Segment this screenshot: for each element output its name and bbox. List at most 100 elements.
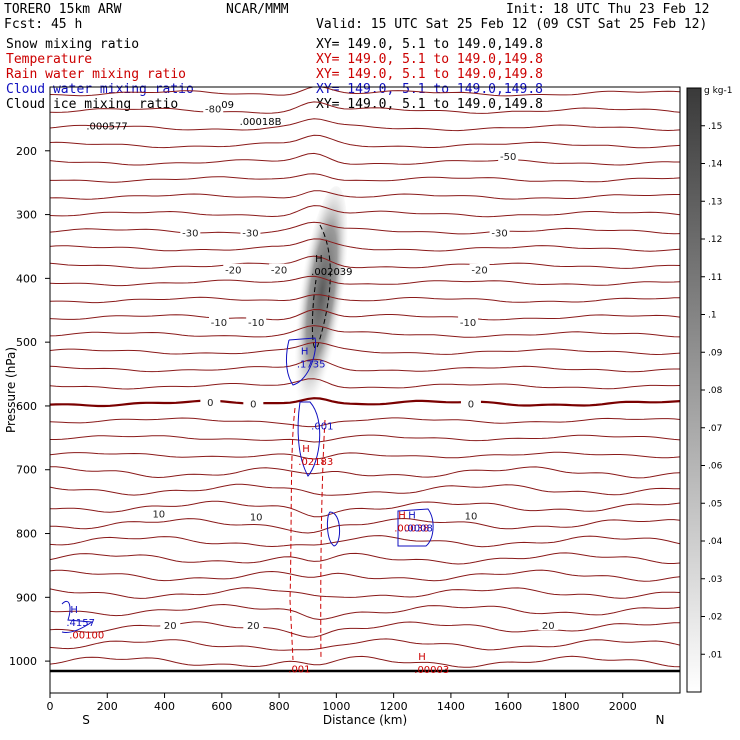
init-time: Init: 18 UTC Thu 23 Feb 12: [506, 2, 710, 17]
temperature-contours: [50, 87, 680, 668]
temperature-contour-labels: -80 -50 -30 -30 -30 -20 -20 -20 -10 -10 -10 0 0 0 10 10…: [148, 102, 559, 632]
isotherm-line: [50, 308, 680, 321]
x-tick-label: 1200: [380, 700, 408, 713]
temperature-contour-label: -20: [225, 266, 241, 277]
contour-label-bg: [223, 263, 244, 275]
colorbar-tick-label: .15: [708, 122, 722, 132]
temperature-contour-label: 0: [207, 398, 213, 409]
temperature-contour-label: -50: [500, 152, 516, 163]
field-xy-cloud-water: XY= 149.0, 5.1 to 149.0,149.8: [316, 82, 543, 97]
isotherm-line: [50, 397, 680, 408]
y-tick-label: 200: [16, 145, 37, 158]
max-marker-h: H: [302, 444, 310, 455]
field-xy-snow: XY= 149.0, 5.1 to 149.0,149.8: [316, 37, 543, 52]
x-tick-label: 1400: [437, 700, 465, 713]
max-value-label: .02183: [298, 457, 333, 468]
x-tick-label: 0: [47, 700, 54, 713]
colorbar-tick-label: .01: [708, 650, 722, 660]
y-tick-label: 400: [16, 272, 37, 285]
field-name-cloud-ice: Cloud ice mixing ratio: [6, 97, 178, 112]
y-tick-label: 900: [16, 591, 37, 604]
valid-time: Valid: 15 UTC Sat 25 Feb 12 (09 CST Sat …: [316, 17, 707, 32]
field-name-snow: Snow mixing ratio: [6, 37, 139, 52]
isotherm-line: [50, 205, 680, 218]
contour-label-bg: [538, 619, 559, 631]
isotherm-line: [50, 466, 680, 479]
colorbar-ticks: .01 .02 .03 .04 .05 .06 .07 .08 .09 .1 .11 .12 .13 .1…: [701, 122, 723, 660]
colorbar-tick-label: .12: [708, 235, 722, 245]
contour-label-bg: [269, 263, 290, 275]
colorbar-bar: [686, 87, 702, 693]
colorbar-tick-label: .1: [708, 311, 717, 321]
max-marker-h: H: [408, 510, 416, 521]
max-marker-h: H: [70, 605, 78, 616]
temperature-contour-label: 10: [152, 509, 165, 520]
isotherm-line: [50, 275, 680, 287]
isotherm-line: [50, 451, 680, 460]
isotherm-line: [50, 190, 680, 200]
temperature-contour-label: 20: [247, 621, 260, 632]
isotherm-line: [50, 341, 680, 356]
isotherm-line: [50, 87, 680, 97]
x-tick-label: 1800: [551, 700, 579, 713]
max-value-label: .000577: [86, 122, 127, 133]
y-axis: 200 300 400 500 600 700 800 900 1000: [9, 145, 50, 668]
max-value-label: .00018B: [240, 117, 282, 128]
x-tick-label: 400: [154, 700, 175, 713]
plot-frame: [49, 86, 681, 694]
temperature-contour-label: 10: [465, 511, 478, 522]
max-value-label: .09: [218, 100, 234, 111]
colorbar-tick-label: .05: [708, 499, 722, 509]
isotherm-line: [50, 101, 680, 114]
y-axis-label: Pressure (hPa): [4, 347, 18, 433]
contour-label-bg: [180, 226, 201, 238]
cloud-water-contour-mid: [297, 401, 321, 477]
x-axis-end-right: N: [656, 713, 665, 727]
isotherm-line: [50, 535, 680, 548]
temperature-contour-label: 0: [468, 400, 474, 411]
x-axis: 0 200 400 600 800 1000 1200 1400 1600 1800 2000: [47, 693, 637, 713]
x-tick-label: 200: [97, 700, 118, 713]
field-name-rain: Rain water mixing ratio: [6, 67, 186, 82]
rain-contour-main: [289, 407, 326, 661]
contour-label-bg: [469, 263, 490, 275]
contour-label-bg: [243, 397, 264, 409]
isotherm-line: [50, 325, 680, 338]
colorbar-tick-label: .14: [708, 160, 723, 170]
field-legend: Snow mixing ratio XY= 149.0, 5.1 to 149.…: [6, 37, 543, 112]
max-value-label: .0008: [404, 523, 433, 534]
isotherm-line: [50, 655, 680, 668]
y-tick-label: 800: [16, 528, 37, 541]
plot-contents: -80 -50 -30 -30 -30 -20 -20 -20 -10 -10 -10 0 0 0 10 10…: [50, 87, 680, 676]
colorbar-tick-label: .09: [708, 348, 723, 358]
colorbar-unit: g kg-1: [704, 86, 732, 96]
x-axis-end-left: S: [82, 713, 90, 727]
isotherm-line: [50, 434, 680, 443]
isotherm-line: [50, 500, 680, 518]
plot-area: -80 -50 -30 -30 -30 -20 -20 -20 -10 -10 -10 0 0 0 10 10…: [4, 86, 681, 727]
isotherm-line: [50, 221, 680, 235]
isotherm-line: [50, 238, 680, 252]
temperature-contour-label: -10: [460, 318, 476, 329]
field-xy-rain: XY= 149.0, 5.1 to 149.0,149.8: [316, 67, 543, 82]
max-value-label: .001: [311, 421, 333, 432]
temperature-contour-label: -30: [182, 229, 198, 240]
contour-label-bg: [246, 316, 267, 328]
contour-label-bg: [498, 150, 519, 162]
y-tick-label: 600: [16, 400, 37, 413]
contour-label-bg: [458, 316, 479, 328]
isotherm-line: [50, 294, 680, 304]
contour-label-bg: [460, 397, 481, 409]
isotherm-line: [50, 638, 680, 651]
isotherm-line: [50, 152, 680, 166]
contour-label-bg: [148, 507, 169, 519]
contour-label-bg: [460, 509, 481, 521]
temperature-contour-label: -30: [242, 229, 258, 240]
x-tick-label: 800: [269, 700, 290, 713]
x-axis-label: Distance (km): [323, 713, 407, 727]
max-marker-h: H: [301, 346, 309, 357]
model-title: TORERO 15km ARW: [4, 2, 122, 17]
isotherm-line: [50, 587, 680, 599]
colorbar-tick-label: .06: [708, 462, 723, 472]
